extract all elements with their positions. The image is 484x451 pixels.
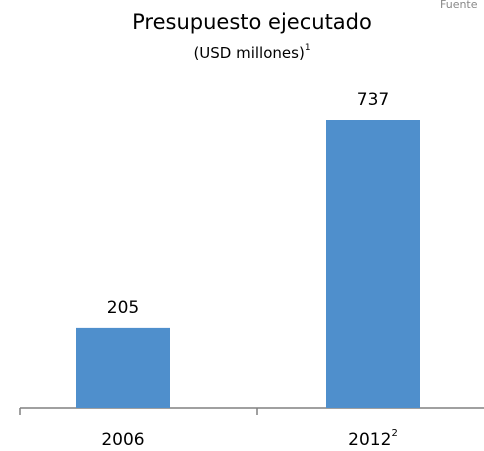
- x-tick-label: 20122: [348, 428, 398, 450]
- x-tick-label: 2006: [101, 430, 144, 450]
- chart-subtitle: (USD millones)1: [193, 43, 310, 62]
- chart-title: Presupuesto ejecutado: [132, 10, 372, 34]
- category-footnote: 2: [391, 428, 397, 439]
- bar: [76, 327, 170, 408]
- data-label: 205: [107, 298, 139, 318]
- x-axis: [19, 407, 484, 415]
- category-text: 2006: [101, 430, 144, 450]
- data-label: 737: [357, 90, 389, 110]
- category-text: 2012: [348, 430, 391, 450]
- bar: [326, 120, 420, 408]
- subtitle-footnote: 1: [305, 43, 311, 53]
- subtitle-text: (USD millones): [193, 44, 304, 62]
- source: Fuente: [440, 0, 478, 11]
